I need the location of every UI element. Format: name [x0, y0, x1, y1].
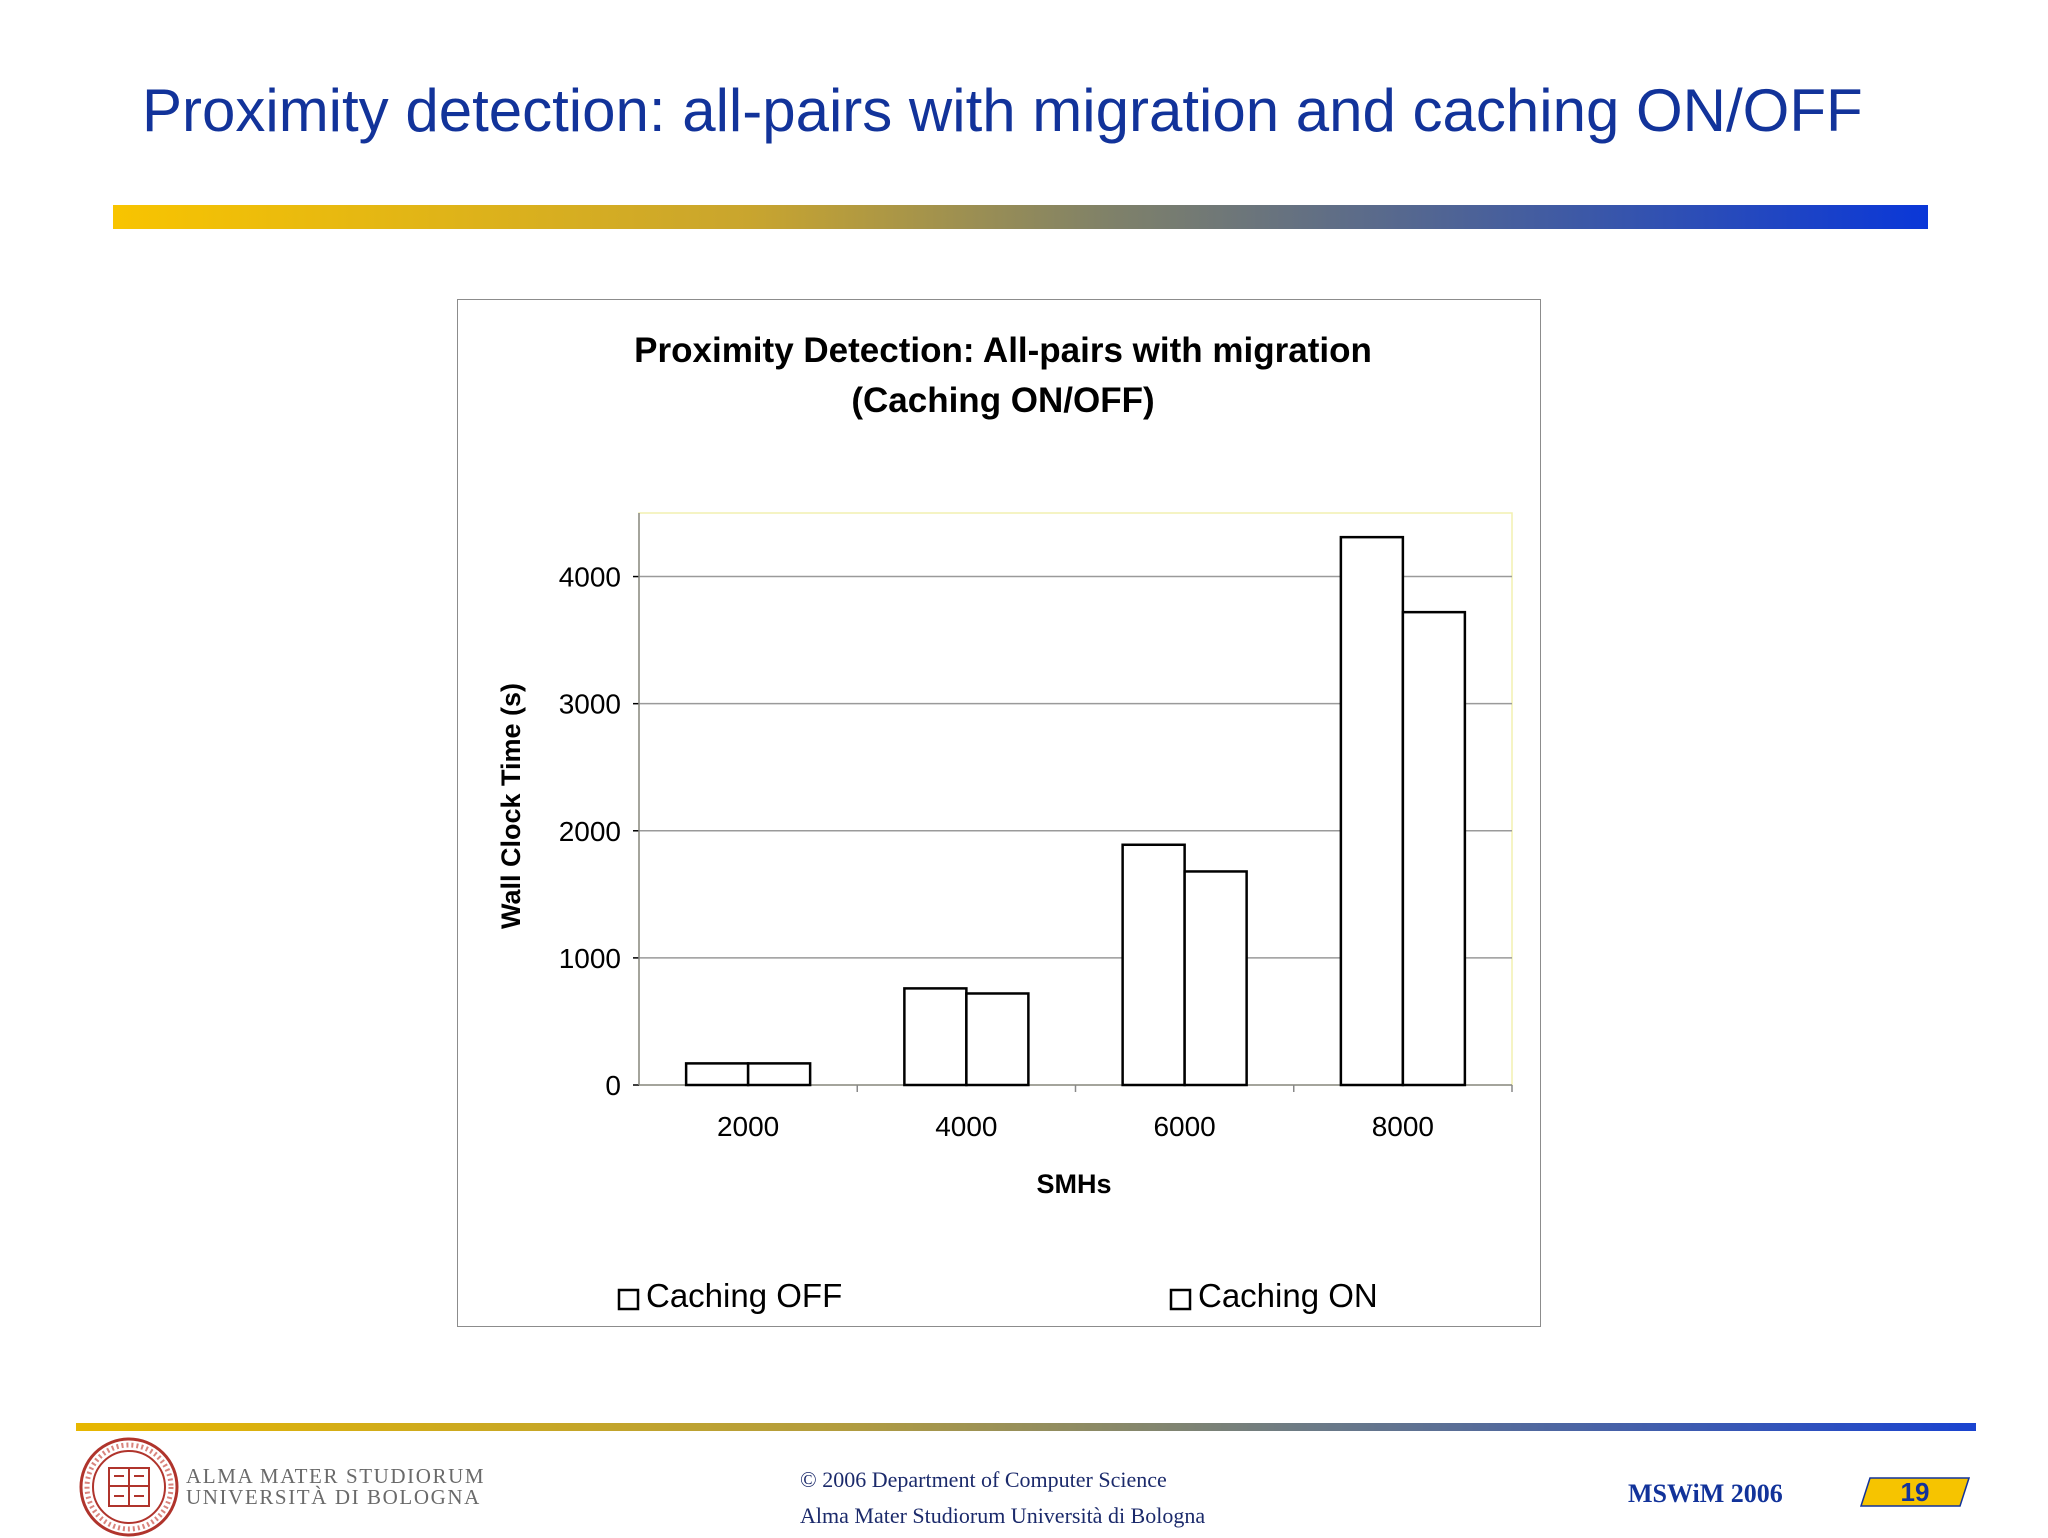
legend-label-caching-on: Caching ON	[1198, 1277, 1378, 1314]
logo-line-1: ALMA MATER STUDIORUM	[186, 1464, 486, 1488]
y-tick-label: 0	[605, 1070, 621, 1101]
footer-university: Alma Mater Studiorum Università di Bolog…	[800, 1503, 1206, 1528]
legend-swatch-caching-on	[1169, 1288, 1192, 1311]
title-underline-bar	[113, 205, 1928, 229]
chart-title-line-2: (Caching ON/OFF)	[851, 381, 1154, 420]
bar-caching-off-2000	[684, 1062, 750, 1087]
plot-area: 0 1000 2000 3000 4000 2000 4000 6000 8000	[559, 512, 1513, 1142]
y-tick-label: 2000	[559, 816, 621, 847]
bar-caching-on-4000	[965, 992, 1030, 1087]
page-number: 19	[1900, 1477, 1930, 1507]
logo-line-2: UNIVERSITÀ DI BOLOGNA	[186, 1485, 481, 1509]
bar-caching-off-6000	[1121, 843, 1186, 1087]
x-axis-label: SMHs	[1036, 1169, 1111, 1199]
bar-caching-on-8000	[1401, 610, 1467, 1087]
y-tick-label: 4000	[559, 562, 621, 593]
slide-title: Proximity detection: all-pairs with migr…	[142, 77, 1863, 144]
footer-divider-bar	[76, 1423, 1976, 1431]
bar-caching-on-2000	[746, 1062, 812, 1087]
footer-copyright: © 2006 Department of Computer Science	[800, 1467, 1167, 1492]
bar-caching-off-8000	[1339, 535, 1405, 1087]
y-tick-label: 3000	[559, 689, 621, 720]
y-tick-label: 1000	[559, 943, 621, 974]
bar-caching-off-4000	[903, 987, 968, 1087]
footer-credits: © 2006 Department of Computer Science Al…	[800, 1462, 1205, 1534]
chart-frame: Proximity Detection: All-pairs with migr…	[457, 299, 1541, 1327]
legend-swatch-caching-off	[617, 1288, 640, 1311]
bar-chart: Proximity Detection: All-pairs with migr…	[496, 331, 1513, 1314]
page-number-badge	[1860, 1477, 1970, 1507]
bar-caching-on-6000	[1183, 870, 1248, 1087]
university-seal-logo	[79, 1437, 179, 1537]
university-logo-text: ALMA MATER STUDIORUM UNIVERSITÀ DI BOLOG…	[186, 1466, 485, 1508]
conference-name: MSWiM 2006	[1628, 1479, 1783, 1508]
y-axis-label: Wall Clock Time (s)	[496, 683, 526, 929]
legend: Caching OFF Caching ON	[617, 1277, 1378, 1314]
x-tick-label: 6000	[1153, 1111, 1215, 1142]
x-tick-label: 4000	[935, 1111, 997, 1142]
chart-title-line-1: Proximity Detection: All-pairs with migr…	[634, 331, 1372, 370]
x-tick-label: 8000	[1372, 1111, 1434, 1142]
x-tick-label: 2000	[717, 1111, 779, 1142]
legend-label-caching-off: Caching OFF	[646, 1277, 842, 1314]
